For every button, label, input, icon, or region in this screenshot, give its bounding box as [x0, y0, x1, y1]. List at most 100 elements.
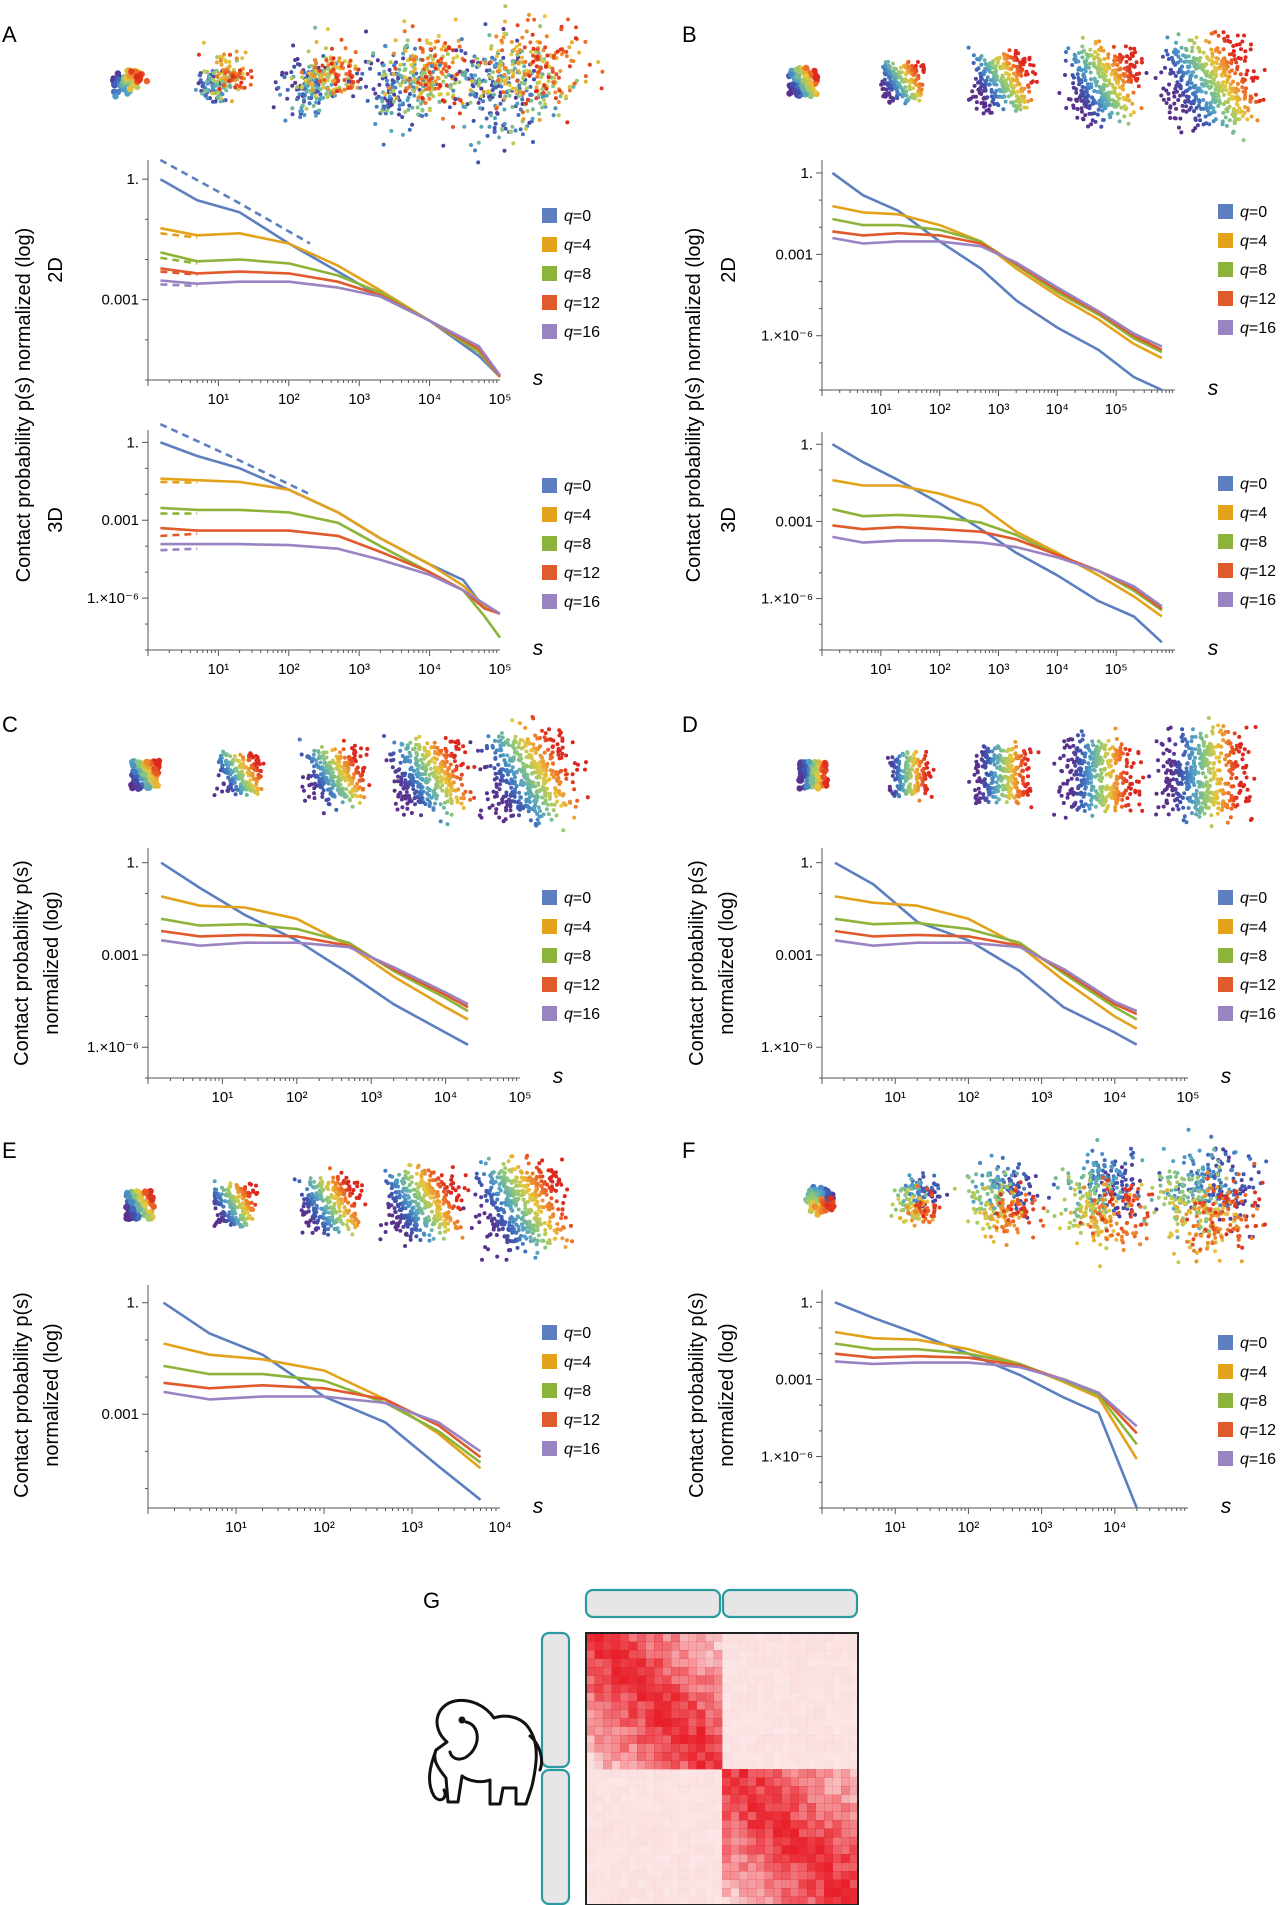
conformation-bead — [501, 27, 506, 31]
conformation-bead — [498, 94, 503, 99]
conformation-bead — [311, 752, 316, 757]
conformation-bead — [537, 117, 542, 122]
conformation-bead — [497, 787, 502, 792]
conformation-bead — [488, 97, 493, 102]
conformation-bead — [1234, 42, 1239, 47]
conformation-bead — [136, 768, 143, 775]
conformation-bead — [1223, 115, 1228, 120]
conformation-bead — [311, 104, 316, 108]
conformation-bead — [424, 112, 429, 117]
conformation-bead — [500, 800, 505, 805]
conformation-bead — [1119, 56, 1124, 61]
conformation-bead — [127, 85, 134, 93]
series-line-q4 — [160, 226, 501, 378]
series-line-q4 — [834, 895, 1138, 1030]
y-axis-title-line2: normalized (log) — [41, 891, 63, 1034]
conformation-bead — [520, 35, 525, 40]
conformation-bead — [1085, 82, 1090, 87]
conformation-bead — [472, 795, 477, 800]
conformation-bead — [1176, 54, 1181, 59]
conformation-bead — [500, 48, 505, 53]
conformation-bead — [547, 64, 552, 69]
conformation-bead — [499, 38, 504, 43]
conformation-bead — [567, 84, 572, 89]
conformation-bead — [476, 63, 481, 68]
conformation-bead — [551, 775, 556, 780]
conformation-bead — [483, 58, 488, 62]
conformation-bead — [1208, 100, 1213, 105]
x-tick-label: 10⁴ — [488, 1519, 511, 1536]
conformation-bead — [403, 49, 408, 53]
conformation-bead — [583, 79, 588, 84]
conformation-bead — [421, 789, 426, 794]
conformation-bead — [324, 755, 329, 760]
conformation-bead — [350, 804, 355, 809]
legend-swatch — [542, 295, 557, 310]
conformation-bead — [449, 74, 454, 79]
conformation-bead — [1219, 84, 1224, 89]
conformation-bead — [409, 63, 414, 67]
conformation-bead — [320, 791, 325, 796]
conformation-bead — [114, 70, 122, 77]
conformation-bead — [458, 776, 463, 781]
conformation-bead — [344, 787, 349, 792]
conformation-bead — [1094, 83, 1099, 88]
conformation-bead — [352, 743, 357, 748]
conformation-bead — [558, 47, 563, 52]
conformation-bead — [1231, 44, 1236, 48]
conformation-bead — [599, 86, 604, 91]
conformation-bead — [917, 85, 922, 89]
conformation-bead — [494, 106, 499, 111]
conformation-bead — [1173, 74, 1178, 78]
conformation-bead — [1201, 98, 1206, 102]
conformation-bead — [298, 115, 303, 120]
conformation-bead — [453, 97, 458, 102]
conformation-bead — [292, 64, 297, 69]
conformation-bead — [557, 789, 562, 794]
conformation-bead — [226, 775, 231, 780]
conformation-bead — [321, 95, 326, 100]
conformation-bead — [220, 763, 225, 768]
conformation-bead — [546, 75, 551, 80]
conformation-bead — [585, 795, 590, 800]
conformation-bead — [538, 760, 543, 765]
conformation-bead — [1166, 57, 1171, 61]
conformation-bead — [234, 49, 239, 54]
conformation-bead — [392, 788, 397, 793]
conformation-bead — [427, 86, 431, 91]
conformation-bead — [600, 69, 605, 74]
conformation-bead — [324, 798, 329, 803]
conformation-bead — [243, 765, 248, 770]
y-tick-label: 0.001 — [101, 947, 139, 964]
conformation-bead — [352, 751, 356, 756]
conformation-bead — [452, 81, 457, 86]
conformation-bead — [504, 793, 509, 798]
conformation-bead — [400, 805, 405, 810]
conformation-bead — [492, 125, 497, 130]
conformation-bead — [501, 55, 506, 60]
conformation-bead — [453, 77, 458, 82]
conformation-bead — [1084, 89, 1089, 93]
conformation-bead — [427, 108, 432, 113]
conformation-bead — [1107, 78, 1112, 83]
conformation-bead — [552, 53, 556, 58]
conformation-bead — [420, 96, 425, 100]
conformation-bead — [488, 60, 493, 64]
conformation-bead — [457, 44, 462, 49]
conformation-bead — [1159, 70, 1164, 75]
conformation-bead — [1231, 107, 1236, 111]
conformation-bead — [338, 756, 343, 761]
conformation-bead — [551, 808, 556, 813]
series-group-0 — [162, 1301, 482, 1501]
conformation-bead — [532, 77, 536, 82]
conformation-bead — [920, 780, 925, 785]
fit-dashed-q4 — [160, 480, 198, 484]
conformation-bead — [516, 745, 521, 750]
conformation-bead — [442, 764, 447, 768]
panel-label-e: E — [2, 1138, 17, 1163]
conformation-bead — [1080, 109, 1084, 114]
thumbnail-b-4 — [1144, 30, 1267, 143]
conformation-bead — [564, 49, 569, 54]
conformation-bead — [445, 777, 450, 781]
